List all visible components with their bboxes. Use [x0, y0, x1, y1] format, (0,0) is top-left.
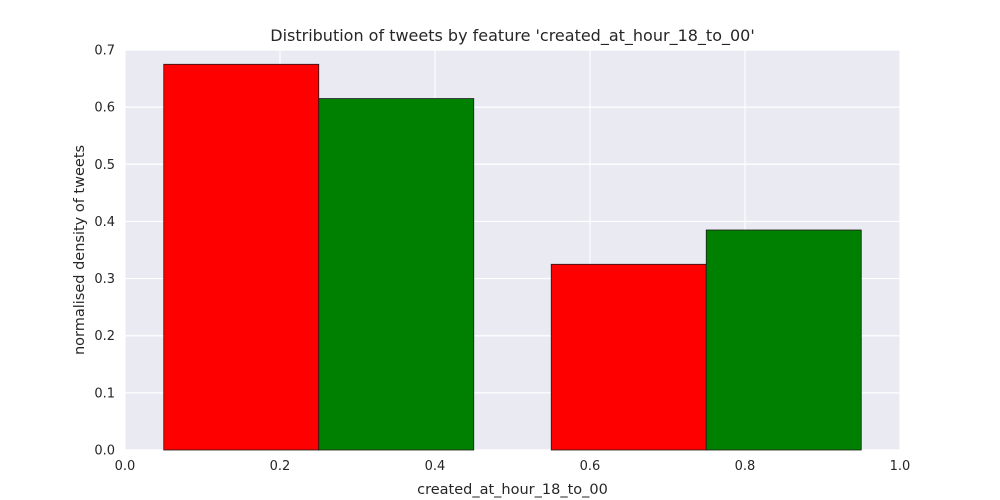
- x-tick-labels: 0.0 0.2 0.4 0.6 0.8 1.0: [115, 459, 911, 474]
- y-tick-labels: 0.0 0.1 0.2 0.3 0.4 0.5 0.6 0.7: [94, 44, 115, 459]
- bar: [705, 229, 862, 451]
- y-tick-label: 0.7: [94, 44, 115, 59]
- y-tick-label: 0.0: [94, 444, 115, 459]
- x-tick-label: 0.0: [115, 459, 136, 474]
- x-tick-label: 0.2: [270, 459, 291, 474]
- x-tick-label: 0.8: [735, 459, 756, 474]
- y-tick-label: 0.6: [94, 101, 115, 116]
- y-tick-label: 0.5: [94, 158, 115, 173]
- bars: [163, 63, 862, 451]
- bar: [318, 98, 475, 451]
- x-axis-label: created_at_hour_18_to_00: [417, 482, 608, 498]
- y-tick-label: 0.3: [94, 272, 115, 287]
- x-tick-label: 1.0: [890, 459, 911, 474]
- y-tick-label: 0.2: [94, 329, 115, 344]
- bar: [550, 263, 707, 451]
- x-tick-label: 0.6: [580, 459, 601, 474]
- chart-title: Distribution of tweets by feature 'creat…: [270, 26, 755, 46]
- y-tick-label: 0.4: [94, 215, 115, 230]
- x-tick-label: 0.4: [425, 459, 446, 474]
- y-axis-label: normalised density of tweets: [72, 145, 88, 355]
- bar: [163, 63, 320, 451]
- y-tick-label: 0.1: [94, 386, 115, 401]
